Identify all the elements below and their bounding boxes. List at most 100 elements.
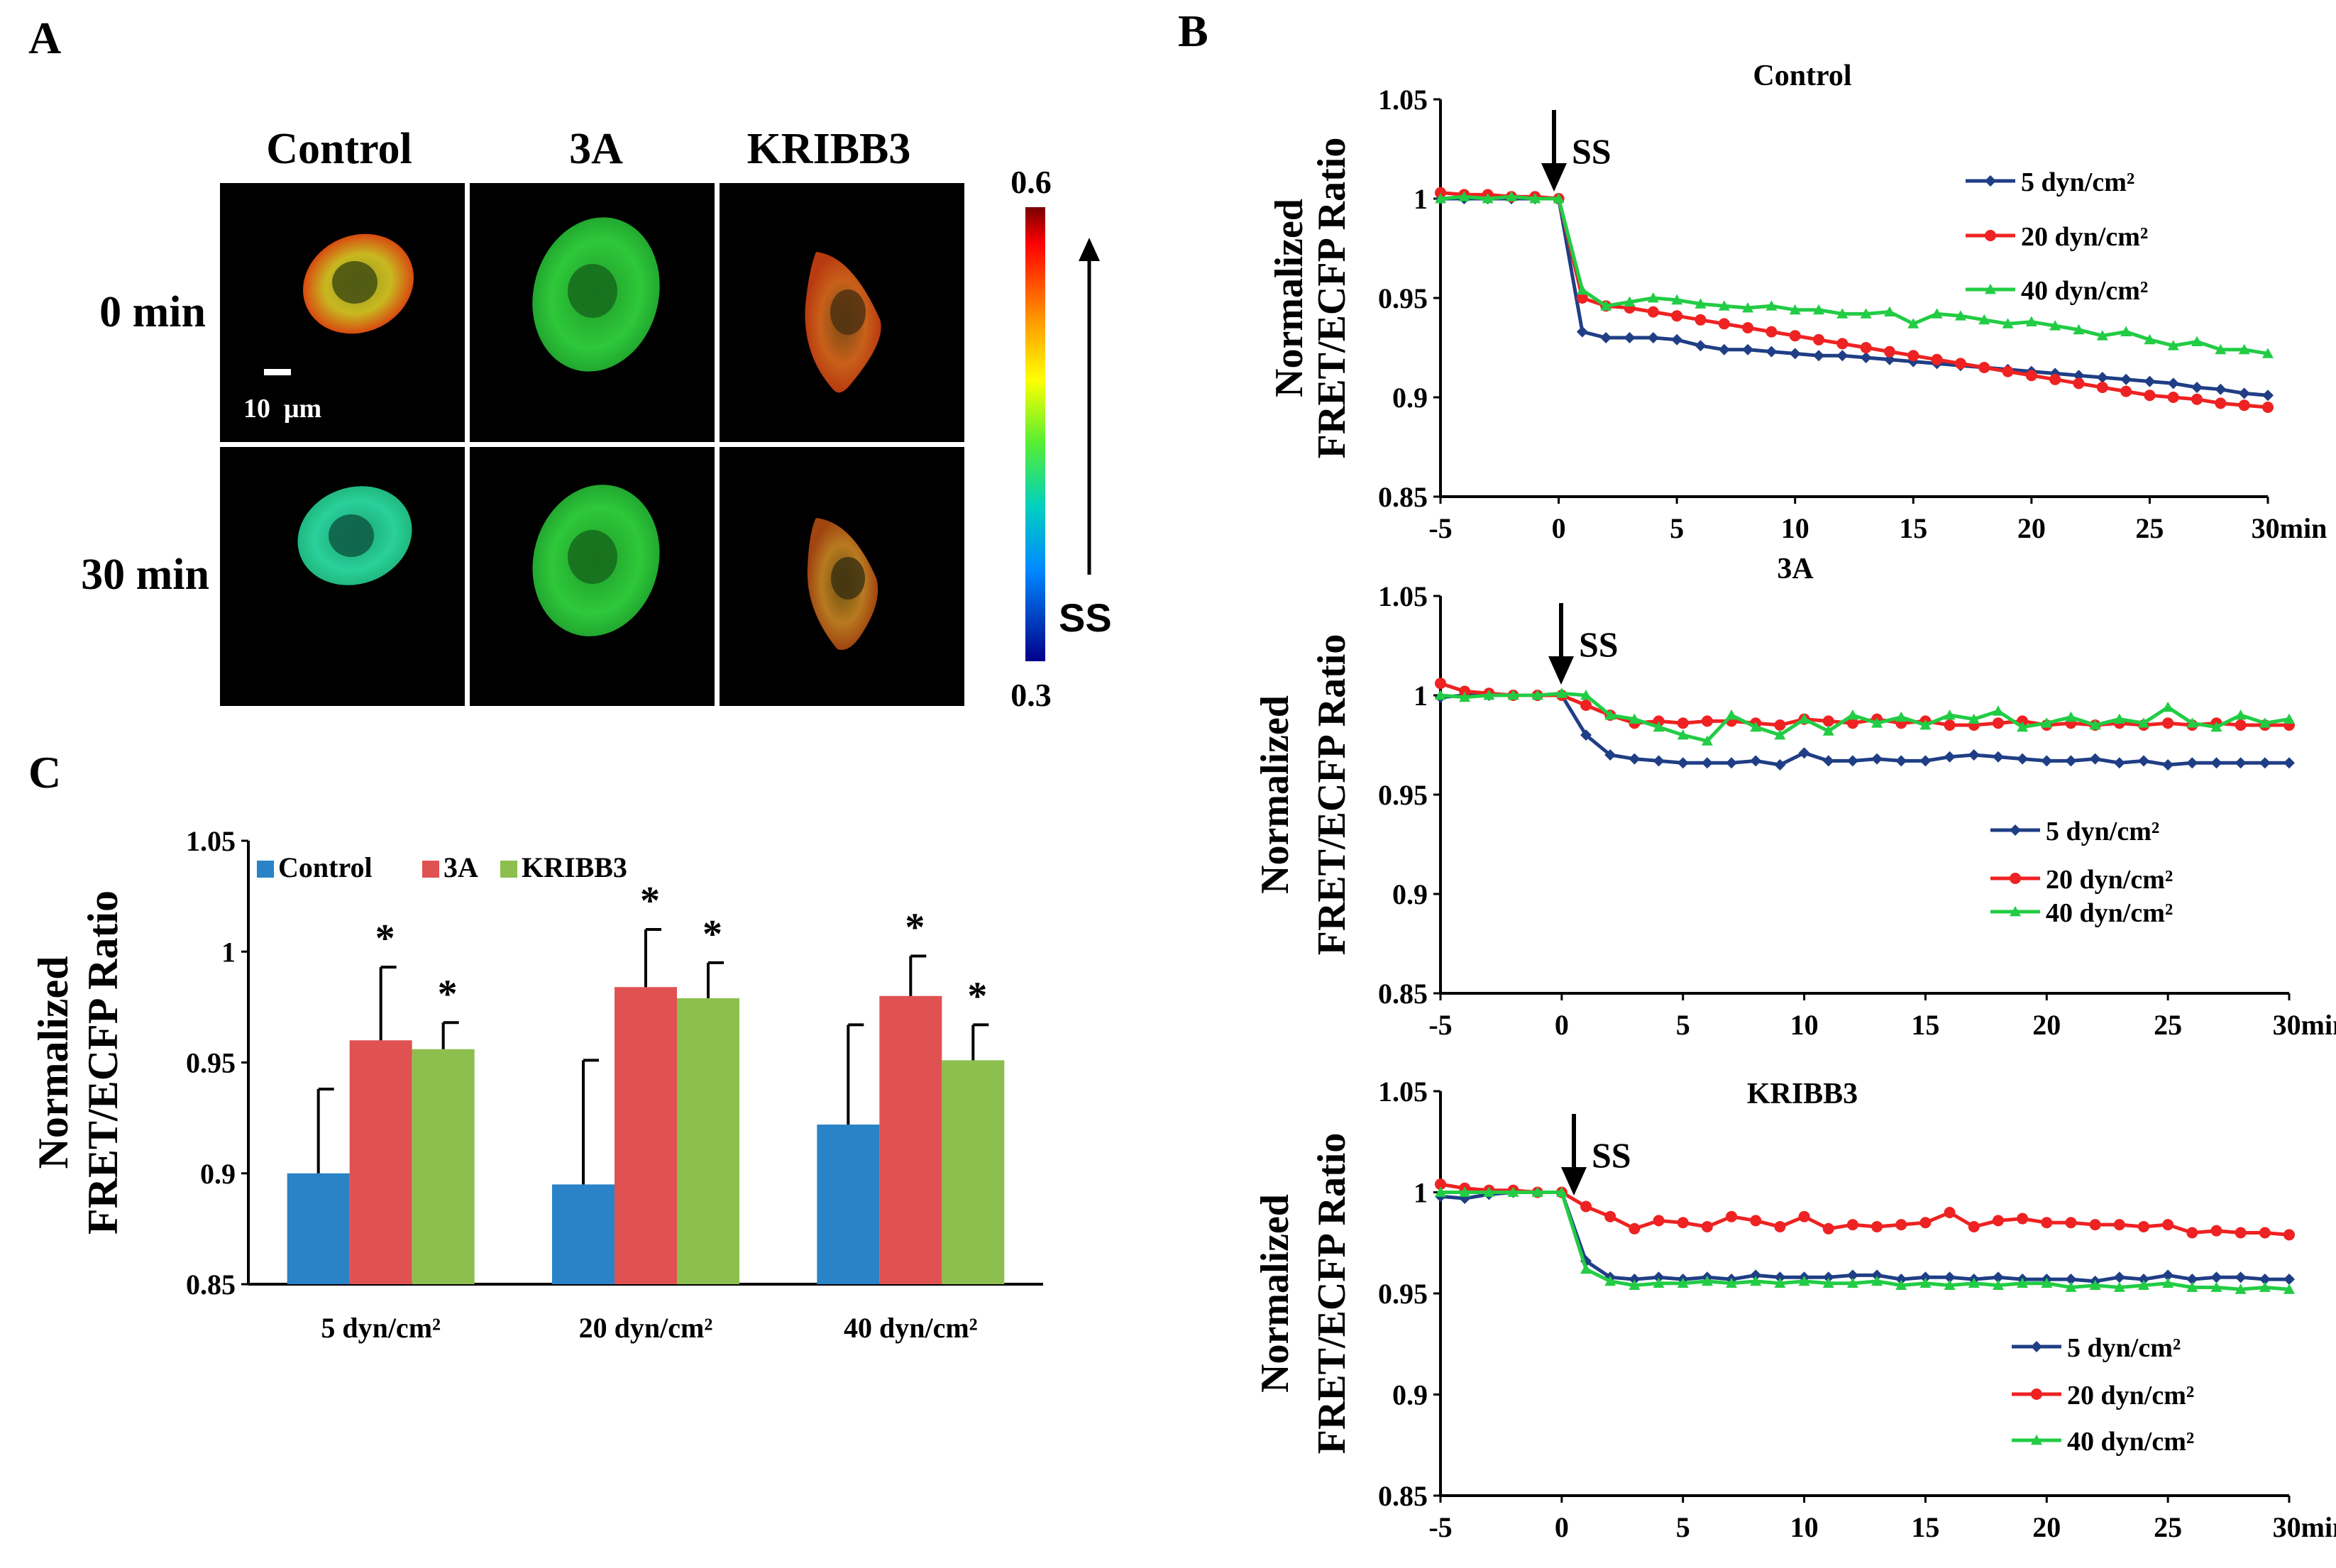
- data-point: [2096, 382, 2108, 393]
- data-point: [1789, 348, 1801, 360]
- data-point: [1822, 715, 1834, 727]
- bar-kribb3: [412, 1049, 475, 1284]
- data-point: [1580, 1200, 1592, 1213]
- data-point: [2283, 1229, 2295, 1241]
- data-point: [2113, 1271, 2125, 1283]
- data-point: [2235, 1227, 2247, 1239]
- data-point: [1860, 308, 1872, 319]
- data-point: [1718, 343, 1730, 355]
- data-point: [2238, 343, 2250, 355]
- data-point: [2238, 387, 2250, 399]
- data-point: [2120, 326, 2132, 336]
- y-tick-label: 1.05: [1378, 580, 1428, 612]
- ss-annotation-label: SS: [1579, 624, 1619, 664]
- data-point: [2235, 719, 2247, 731]
- ss-annotation-label: SS: [1592, 1135, 1631, 1175]
- data-point: [1505, 191, 1517, 201]
- data-point: [2073, 377, 2085, 390]
- data-point: [2210, 757, 2222, 769]
- data-point: [1992, 1279, 2004, 1290]
- data-point: [1677, 757, 1689, 769]
- y-tick-label: 1: [1414, 1177, 1428, 1209]
- data-point: [1742, 322, 1754, 333]
- nucleus-control-0min: [332, 261, 378, 304]
- data-point: [1507, 1186, 1519, 1197]
- data-point: [1968, 1277, 1980, 1288]
- data-point: [1883, 346, 1895, 358]
- y-tick-label: 1.05: [1378, 84, 1428, 116]
- data-point: [1459, 691, 1471, 702]
- data-point: [1580, 729, 1592, 741]
- data-point: [2262, 402, 2274, 413]
- data-point: [1483, 1186, 1495, 1197]
- data-point: [2137, 717, 2149, 728]
- data-point: [1531, 1186, 1543, 1197]
- y-tick-label: 0.9: [1392, 1379, 1428, 1411]
- data-point: [1798, 1210, 1810, 1222]
- data-point: [1954, 310, 1966, 321]
- microscopy-grid: 10 μm: [220, 183, 964, 706]
- data-point: [2186, 1281, 2198, 1292]
- nucleus-kribb3-30min: [831, 557, 865, 600]
- data-point: [1653, 715, 1665, 727]
- data-point: [1750, 1275, 1762, 1286]
- data-point: [1919, 755, 1932, 767]
- data-point: [1647, 292, 1659, 303]
- data-point: [2191, 336, 2203, 346]
- data-point: [1968, 749, 1980, 761]
- chart-title: Control: [1753, 60, 1851, 92]
- data-point: [1798, 1275, 1810, 1286]
- data-point: [2215, 397, 2227, 409]
- data-point: [1919, 1277, 1932, 1288]
- x-tick-label: 25: [2154, 1009, 2182, 1041]
- panel-a: A Control 3A KRIBB3 0 min 30 min: [28, 13, 1112, 713]
- ss-arrow-head-icon: [1541, 163, 1567, 192]
- data-point: [1871, 1275, 1883, 1286]
- bar-3a: [349, 1040, 412, 1284]
- bar-control: [817, 1125, 880, 1284]
- data-point: [1883, 306, 1895, 316]
- data-point: [2191, 382, 2203, 393]
- data-point: [1701, 715, 1713, 727]
- data-point: [1968, 1220, 1980, 1232]
- data-point: [1992, 751, 2004, 763]
- legend-label: 40 dyn/cm²: [2046, 898, 2173, 928]
- legend-label: 3A: [443, 851, 478, 883]
- data-point: [1701, 1275, 1713, 1286]
- data-point: [1695, 298, 1707, 309]
- significance-marker: *: [967, 974, 987, 1018]
- y-axis-label-line1: Normalized: [1253, 1194, 1297, 1393]
- data-point: [1701, 757, 1713, 769]
- data-point: [1435, 187, 1446, 199]
- x-tick-label: 30min: [2252, 512, 2327, 544]
- data-point: [1836, 350, 1849, 362]
- data-point: [1944, 751, 1956, 763]
- data-point: [1580, 700, 1592, 711]
- panel-b-letter: B: [1178, 6, 1208, 56]
- data-point: [2215, 383, 2227, 395]
- x-tick-label: 10: [1790, 1511, 1819, 1543]
- y-axis-label-line2: FRET/ECFP Ratio: [1310, 1133, 1354, 1454]
- data-point: [2041, 717, 2053, 728]
- y-axis-label-line2: FRET/ECFP Ratio: [79, 890, 126, 1235]
- data-point: [2137, 755, 2149, 767]
- data-point: [2096, 372, 2108, 383]
- x-tick-label: 0: [1552, 512, 1566, 544]
- data-point: [1531, 690, 1543, 700]
- data-point: [1653, 1277, 1665, 1288]
- data-point: [1931, 308, 1943, 319]
- y-tick-label: 0.9: [1392, 382, 1428, 414]
- data-point: [2144, 333, 2156, 345]
- data-point: [2089, 753, 2101, 765]
- data-point: [1750, 1269, 1762, 1281]
- data-point: [1789, 304, 1801, 315]
- data-point: [1576, 326, 1588, 338]
- nucleus-3a-0min: [568, 264, 617, 318]
- data-point: [2089, 1279, 2101, 1290]
- data-point: [2191, 393, 2203, 405]
- data-point: [2065, 1274, 2077, 1286]
- panel-c-letter: C: [28, 747, 61, 797]
- data-point: [1726, 1210, 1738, 1222]
- data-point: [2120, 373, 2132, 385]
- chart-b-control: 0.85 0.9 0.95 1 1.05 -5 0 5 10 15 20 25 30min Control…: [1267, 60, 2327, 544]
